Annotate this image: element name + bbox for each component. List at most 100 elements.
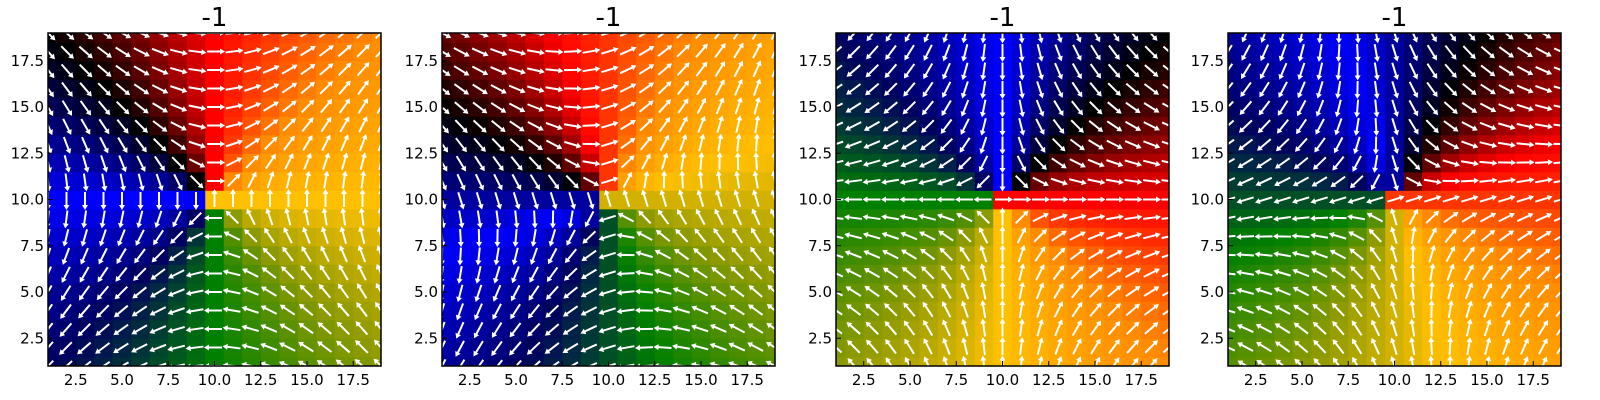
- vector-arrow: [845, 121, 862, 131]
- vector-arrow: [61, 81, 73, 97]
- vector-arrow: [1125, 321, 1140, 336]
- vector-arrow: [882, 267, 899, 279]
- heat-cell: [636, 356, 656, 366]
- heat-cell: [691, 33, 711, 43]
- vector-arrow: [133, 267, 147, 281]
- vector-arrow: [510, 303, 521, 320]
- vector-arrow: [1161, 290, 1169, 297]
- vector-arrow: [1090, 338, 1101, 355]
- vector-arrow: [265, 208, 274, 226]
- vector-arrow: [942, 62, 951, 80]
- vector-arrow: [491, 340, 503, 357]
- heat-cell: [1551, 60, 1561, 80]
- vector-arrow: [569, 361, 579, 366]
- vector-arrow: [903, 302, 916, 317]
- vector-arrow: [338, 264, 349, 281]
- vector-arrow: [188, 122, 207, 130]
- vector-arrow: [601, 176, 619, 185]
- vector-arrow: [1124, 232, 1143, 240]
- vector-arrow: [1499, 265, 1513, 280]
- vector-arrow: [1370, 282, 1381, 300]
- heat-cell: [442, 301, 452, 321]
- vector-arrow: [442, 178, 447, 191]
- vector-arrow: [1238, 138, 1254, 151]
- vector-arrow: [1444, 228, 1457, 243]
- vector-arrow: [473, 321, 484, 339]
- vector-arrow: [1107, 285, 1122, 298]
- vector-arrow: [769, 227, 775, 239]
- vector-arrow: [658, 116, 671, 133]
- vector-arrow: [960, 81, 969, 99]
- vector-arrow: [442, 142, 449, 153]
- vector-arrow: [959, 137, 971, 153]
- heat-cell: [525, 356, 545, 366]
- vector-arrow: [1408, 118, 1419, 135]
- vector-arrow: [695, 33, 703, 40]
- vector-arrow: [281, 46, 298, 56]
- vector-arrow: [1068, 178, 1087, 186]
- vector-arrow: [636, 231, 653, 241]
- vector-arrow: [1424, 195, 1442, 203]
- vector-arrow: [1499, 247, 1514, 261]
- vector-arrow: [442, 50, 451, 57]
- vector-arrow: [1050, 213, 1068, 222]
- vector-arrow: [770, 208, 775, 221]
- vector-arrow: [1462, 229, 1477, 243]
- vector-arrow: [1087, 213, 1106, 221]
- vector-arrow: [862, 178, 881, 185]
- vector-arrow: [673, 268, 690, 278]
- vector-arrow: [1278, 62, 1288, 80]
- vector-arrow: [696, 189, 705, 207]
- vector-arrow: [531, 210, 538, 229]
- heat-cell: [469, 356, 489, 366]
- vector-arrow: [225, 102, 244, 110]
- vector-arrow: [1372, 154, 1379, 173]
- vector-arrow: [134, 248, 146, 264]
- y-tick-label: 10.0: [1191, 191, 1224, 209]
- vector-arrow: [1256, 157, 1272, 169]
- vector-arrow: [1354, 43, 1361, 62]
- vector-arrow: [563, 48, 582, 55]
- vector-arrow: [1143, 102, 1160, 113]
- vector-arrow: [563, 85, 582, 92]
- vector-arrow: [457, 228, 464, 247]
- vector-arrow: [283, 227, 293, 244]
- vector-arrow: [1335, 80, 1342, 99]
- vector-arrow: [1014, 210, 1029, 225]
- heat-cell: [353, 33, 373, 43]
- heat-cell: [710, 356, 730, 366]
- vector-arrow: [1428, 337, 1435, 356]
- vector-arrow: [715, 170, 722, 189]
- vector-arrow: [938, 230, 954, 242]
- vector-arrow: [317, 322, 332, 335]
- vector-arrow: [1408, 62, 1419, 80]
- vector-arrow: [61, 266, 71, 283]
- vector-arrow: [548, 229, 557, 247]
- vector-arrow: [999, 33, 1006, 44]
- vector-arrow: [1480, 45, 1495, 59]
- vector-arrow: [1407, 156, 1421, 171]
- vector-arrow: [263, 136, 278, 151]
- heat-cell: [1422, 33, 1442, 43]
- vector-arrow: [1142, 159, 1161, 167]
- x-tick-label: 5.0: [898, 371, 922, 389]
- heat-cell: [1496, 356, 1516, 366]
- heat-cell: [75, 33, 95, 43]
- vector-arrow: [1373, 99, 1380, 118]
- heat-cell: [371, 319, 381, 339]
- vector-arrow: [1291, 215, 1310, 222]
- heat-cell: [1048, 33, 1068, 43]
- heat-cell: [765, 338, 775, 358]
- vector-arrow: [1068, 213, 1087, 221]
- vector-arrow: [1297, 62, 1306, 80]
- vector-arrow: [117, 210, 125, 229]
- vector-arrow: [1312, 303, 1327, 317]
- vector-arrow: [1112, 33, 1120, 42]
- heat-cell: [48, 301, 58, 321]
- vector-arrow: [1408, 99, 1419, 117]
- heat-cell: [48, 208, 58, 228]
- heat-cell: [765, 79, 775, 99]
- heat-cell: [836, 319, 846, 339]
- vector-arrow: [302, 226, 311, 244]
- vector-arrow: [508, 102, 526, 113]
